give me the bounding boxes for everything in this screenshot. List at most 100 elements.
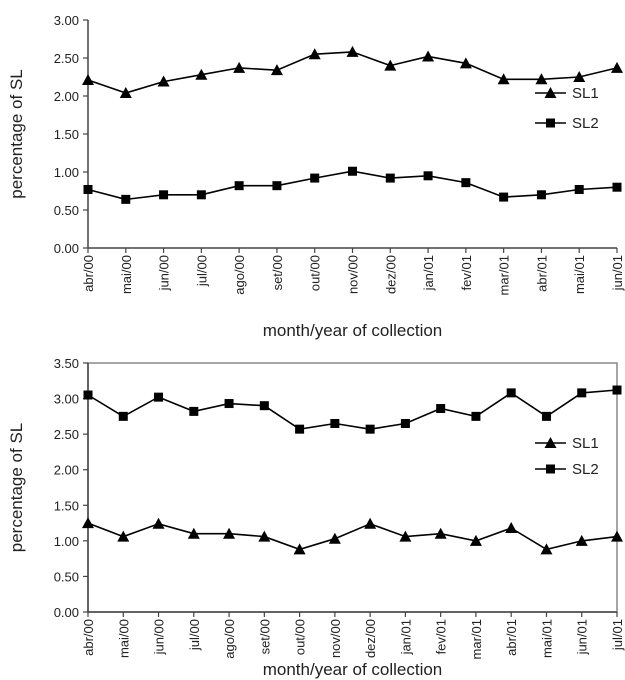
data-point (611, 530, 623, 542)
legend-label: SL1 (572, 435, 599, 452)
data-point (293, 543, 306, 555)
x-tick-label: dez/00 (363, 619, 378, 658)
legend-marker (546, 118, 555, 128)
data-point (399, 530, 412, 542)
y-tick-label: 2.50 (54, 427, 79, 442)
series-sl1 (82, 45, 623, 98)
x-tick-label: set/00 (257, 619, 272, 654)
legend-marker (544, 437, 557, 448)
series-sl1 (82, 517, 623, 555)
y-axis-title: percentage of SL (7, 69, 26, 198)
x-tick-label: mai/00 (116, 619, 131, 658)
x-tick-label: jul/00 (187, 619, 202, 651)
legend-marker (546, 464, 555, 474)
data-point (499, 192, 509, 202)
y-tick-label: 3.50 (54, 356, 79, 371)
y-tick-label: 0.00 (54, 605, 79, 620)
data-point (384, 59, 397, 71)
legend-label: SL2 (572, 115, 599, 132)
x-tick-label: abr/01 (504, 619, 519, 656)
data-point (223, 527, 236, 539)
data-point (506, 388, 516, 398)
series-line (87, 522, 618, 551)
y-tick-label: 1.50 (54, 498, 79, 513)
data-point (536, 190, 546, 200)
x-tick-label: mai/00 (119, 255, 134, 294)
data-point (505, 522, 518, 534)
x-tick-label: abr/00 (81, 619, 96, 656)
data-point (365, 424, 375, 434)
x-tick-label: nov/00 (346, 255, 361, 294)
data-point (154, 392, 164, 402)
data-point (574, 184, 584, 194)
x-tick-label: nov/00 (328, 619, 343, 658)
data-point (152, 517, 165, 529)
data-point (233, 61, 246, 73)
data-point (612, 182, 622, 192)
data-point (434, 527, 447, 539)
x-tick-label: jun/00 (152, 619, 167, 655)
data-point (157, 75, 170, 87)
data-point (195, 68, 208, 80)
data-point (577, 388, 587, 398)
data-point (159, 190, 169, 200)
x-tick-label: ago/00 (222, 619, 237, 659)
series-line (87, 389, 618, 431)
x-axis-title: month/year of collection (263, 321, 443, 340)
x-tick-label: abr/01 (534, 255, 549, 292)
data-point (346, 45, 359, 57)
x-tick-label: mar/01 (469, 619, 484, 659)
x-tick-label: jun/00 (157, 255, 172, 291)
data-point (535, 73, 548, 85)
series-sl2 (83, 385, 622, 434)
data-point (469, 534, 482, 546)
data-point (573, 71, 586, 82)
x-tick-label: jul/00 (194, 255, 209, 287)
y-tick-label: 2.00 (54, 463, 79, 478)
x-tick-label: jul/01 (610, 619, 625, 651)
data-point (471, 411, 481, 421)
data-point (82, 517, 94, 529)
x-tick-label: jan/01 (398, 619, 413, 655)
data-point (119, 86, 132, 98)
data-point (83, 390, 93, 400)
x-tick-label: out/00 (308, 255, 323, 291)
y-tick-label: 2.00 (54, 89, 79, 104)
y-axis-title: percentage of SL (7, 423, 26, 552)
data-point (272, 181, 282, 191)
y-tick-label: 1.00 (54, 534, 79, 549)
x-tick-label: mai/01 (539, 619, 554, 658)
data-point (189, 406, 199, 416)
x-tick-label: set/00 (270, 255, 285, 290)
data-point (259, 401, 269, 411)
data-point (310, 173, 320, 183)
data-point (308, 48, 321, 60)
y-tick-label: 0.50 (54, 569, 79, 584)
data-point (196, 190, 206, 200)
legend-label: SL2 (572, 461, 599, 478)
y-tick-label: 0.00 (54, 241, 79, 256)
x-tick-label: fev/01 (434, 619, 449, 654)
legend: SL1 SL2 (535, 435, 599, 478)
data-point (187, 527, 200, 539)
x-tick-label: mar/01 (497, 255, 512, 295)
data-point (270, 64, 283, 76)
x-tick-label: fev/01 (459, 255, 474, 290)
chart-2: 0.00 0.50 1.00 1.50 2.00 2.50 3.00 3.50 abr/00 ma… (7, 356, 625, 679)
data-point (541, 411, 551, 421)
data-point (497, 73, 510, 85)
data-point (436, 404, 446, 414)
data-point (117, 530, 130, 542)
data-point (459, 57, 472, 69)
data-point (385, 173, 395, 183)
x-tick-label: ago/00 (232, 255, 247, 295)
x-tick-label: dez/00 (383, 255, 398, 294)
y-tick-label: 1.50 (54, 127, 79, 142)
legend: SL1 SL2 (535, 85, 599, 132)
x-tick-label: abr/00 (81, 255, 96, 292)
series-line (87, 51, 618, 94)
data-point (611, 61, 623, 73)
data-point (295, 424, 305, 434)
y-tick-label: 0.50 (54, 203, 79, 218)
data-point (328, 532, 341, 544)
